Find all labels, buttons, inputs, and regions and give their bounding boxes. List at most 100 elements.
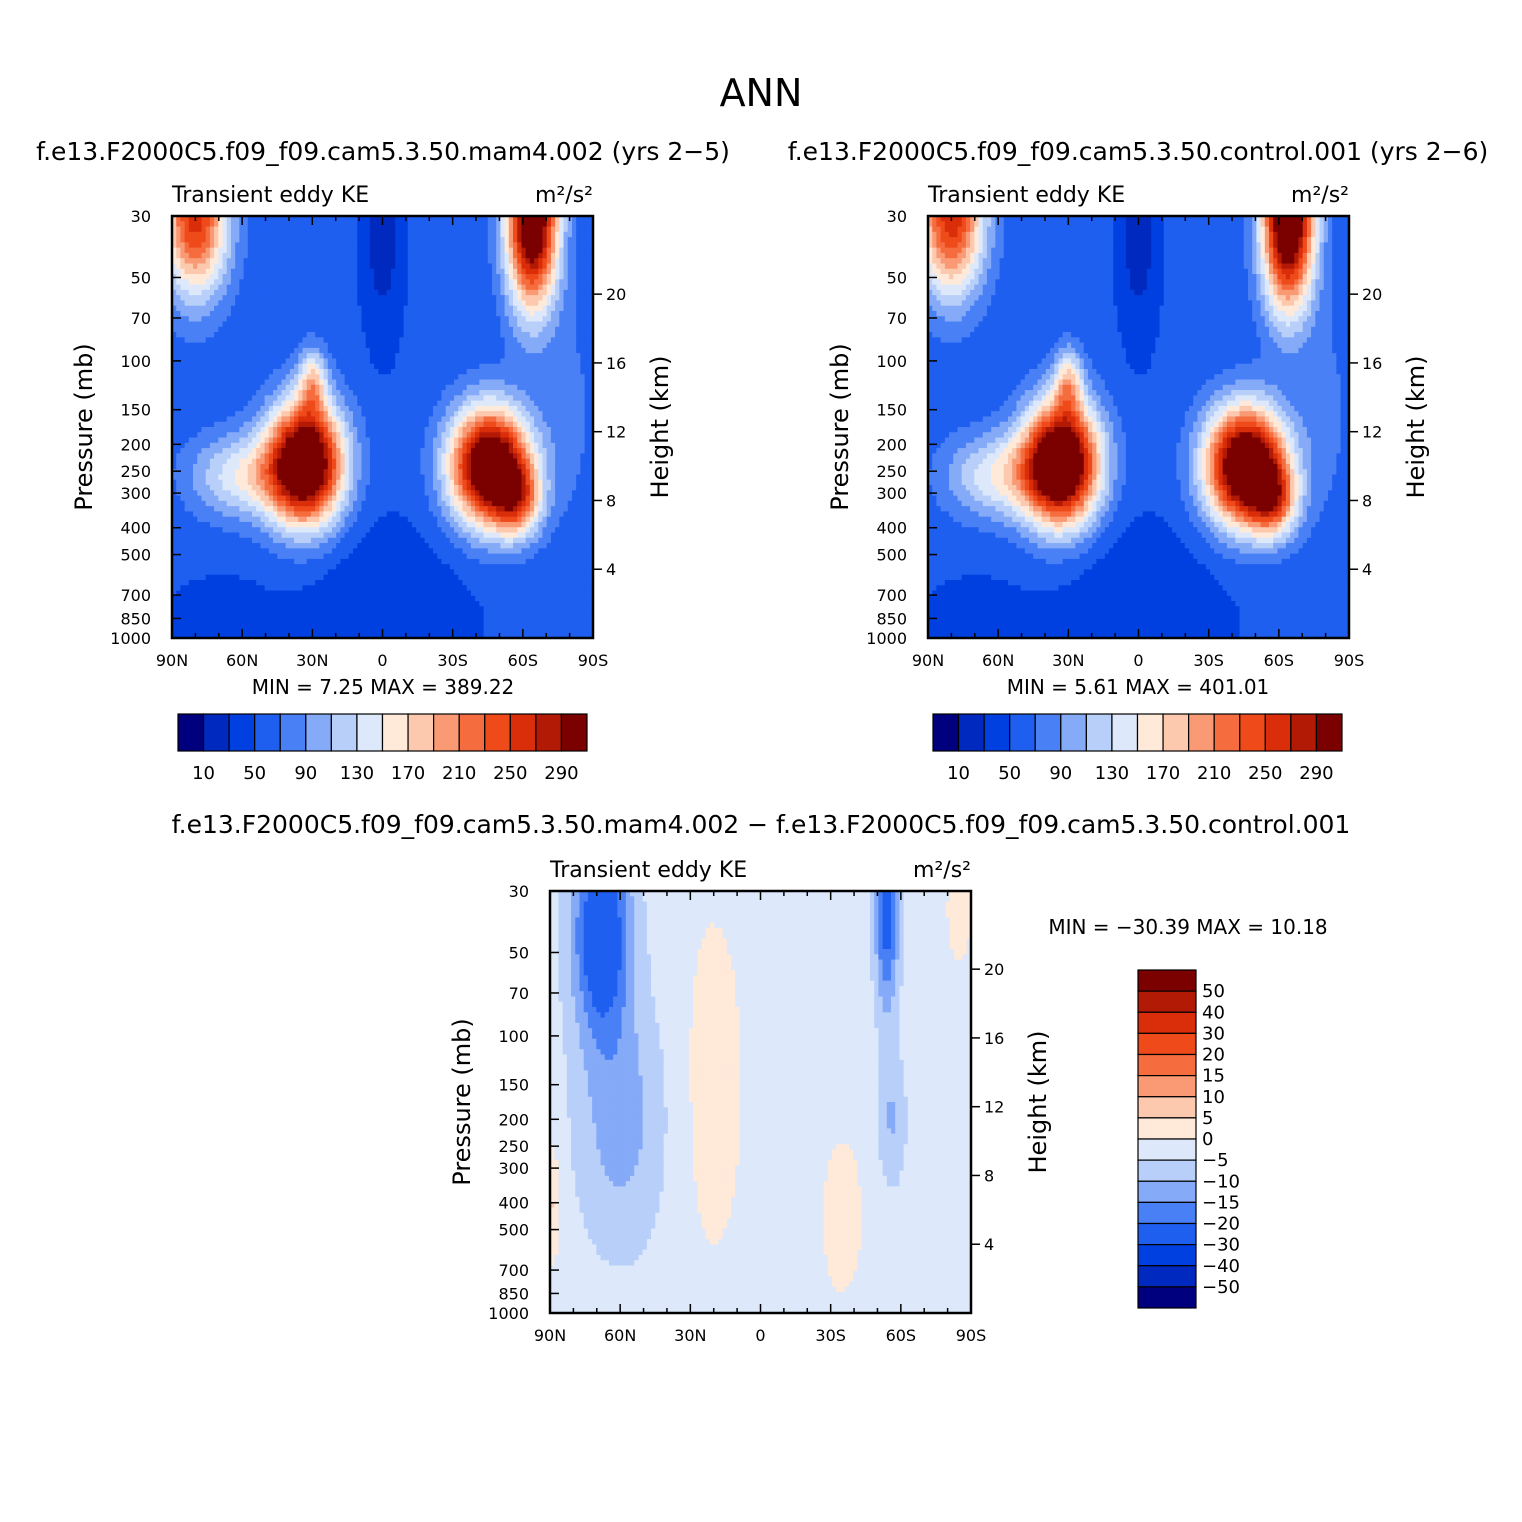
left-contour-cell (403, 363, 409, 370)
left-contour-cell (315, 416, 320, 423)
left-contour-cell (294, 295, 299, 302)
left-contour-cell (441, 463, 447, 470)
left-contour-cell (260, 400, 266, 407)
left-contour-cell (428, 442, 434, 449)
left-contour-cell (239, 289, 245, 296)
left-contour-cell (538, 395, 544, 402)
left-contour-cell (336, 342, 341, 349)
left-contour-cell (584, 321, 590, 328)
left-contour-cell (188, 284, 194, 291)
left-contour-cell (555, 384, 560, 391)
left-contour-cell (340, 242, 346, 249)
left-contour-cell (437, 300, 443, 307)
left-contour-cell (491, 411, 497, 418)
left-contour-cell (416, 427, 421, 433)
left-contour-cell (424, 221, 430, 228)
left-contour-cell (319, 216, 325, 222)
left-contour-cell (243, 316, 249, 323)
left-contour-cell (517, 337, 523, 344)
left-contour-cell (508, 284, 514, 291)
left-contour-cell (310, 263, 316, 270)
left-contour-cell (361, 421, 367, 428)
left-contour-cell (188, 342, 194, 349)
left-contour-cell (508, 342, 514, 349)
left-contour-cell (437, 453, 443, 460)
left-contour-cell (491, 416, 497, 423)
left-contour-cell (454, 305, 459, 312)
left-contour-cell (403, 300, 409, 307)
left-contour-cell (222, 242, 228, 249)
left-contour-cell (188, 321, 194, 328)
left-contour-cell (470, 247, 476, 254)
left-contour-cell (277, 353, 283, 360)
left-contour-cell (580, 442, 586, 449)
left-contour-cell (546, 437, 552, 444)
left-contour-cell (491, 221, 497, 228)
left-contour-cell (491, 427, 497, 433)
left-contour-cell (222, 405, 228, 412)
left-contour-cell (513, 469, 518, 476)
left-contour-cell (416, 216, 421, 222)
left-contour-cell (336, 411, 341, 418)
left-contour-cell (289, 258, 295, 265)
left-contour-cell (369, 384, 375, 391)
left-contour-cell (260, 300, 266, 307)
left-contour-cell (214, 390, 219, 396)
left-contour-cell (445, 448, 451, 454)
left-contour-cell (243, 231, 249, 238)
left-contour-cell (302, 326, 308, 333)
left-contour-cell (424, 237, 430, 243)
left-contour-cell (529, 247, 535, 254)
left-contour-cell (201, 274, 207, 280)
left-contour-cell (437, 221, 443, 228)
left-contour-cell (357, 252, 363, 259)
left-contour-cell (479, 453, 485, 460)
left-contour-cell (563, 258, 569, 265)
left-contour-cell (559, 284, 565, 291)
left-contour-cell (483, 274, 489, 280)
left-contour-cell (416, 274, 421, 280)
left-contour-cell (222, 469, 228, 476)
left-contour-cell (348, 332, 354, 338)
left-contour-cell (504, 384, 510, 391)
left-contour-cell (550, 390, 556, 396)
left-contour-cell (188, 242, 194, 249)
left-contour-cell (496, 379, 501, 386)
left-contour-cell (369, 421, 375, 428)
left-contour-cell (462, 411, 468, 418)
left-contour-cell (264, 332, 270, 338)
left-contour-cell (483, 384, 489, 391)
left-contour-cell (289, 390, 295, 396)
left-contour-cell (239, 358, 245, 365)
left-contour-cell (188, 421, 194, 428)
left-contour-cell (218, 263, 224, 270)
left-contour-cell (197, 395, 203, 402)
left-contour-cell (315, 368, 320, 375)
left-contour-cell (378, 421, 384, 428)
left-contour-cell (277, 432, 283, 439)
left-contour-cell (205, 405, 211, 412)
left-contour-cell (416, 421, 421, 428)
left-contour-cell (496, 390, 501, 396)
left-contour-cell (563, 368, 569, 375)
left-contour-cell (357, 358, 363, 365)
left-contour-cell (218, 421, 224, 428)
left-contour-cell (176, 463, 182, 470)
left-contour-cell (315, 463, 320, 470)
left-contour-cell (487, 427, 493, 433)
left-contour-cell (529, 295, 535, 302)
left-contour-cell (277, 411, 283, 418)
left-contour-cell (239, 321, 245, 328)
left-contour-cell (571, 390, 577, 396)
left-contour-cell (378, 305, 384, 312)
left-contour-cell (226, 216, 232, 222)
left-contour-cell (374, 411, 379, 418)
left-contour-cell (454, 448, 459, 454)
left-contour-cell (546, 448, 552, 454)
left-contour-cell (235, 395, 240, 402)
left-contour-cell (576, 274, 581, 280)
left-contour-cell (487, 384, 493, 391)
left-contour-cell (302, 279, 308, 286)
left-contour-cell (483, 279, 489, 286)
left-contour-cell (365, 368, 371, 375)
